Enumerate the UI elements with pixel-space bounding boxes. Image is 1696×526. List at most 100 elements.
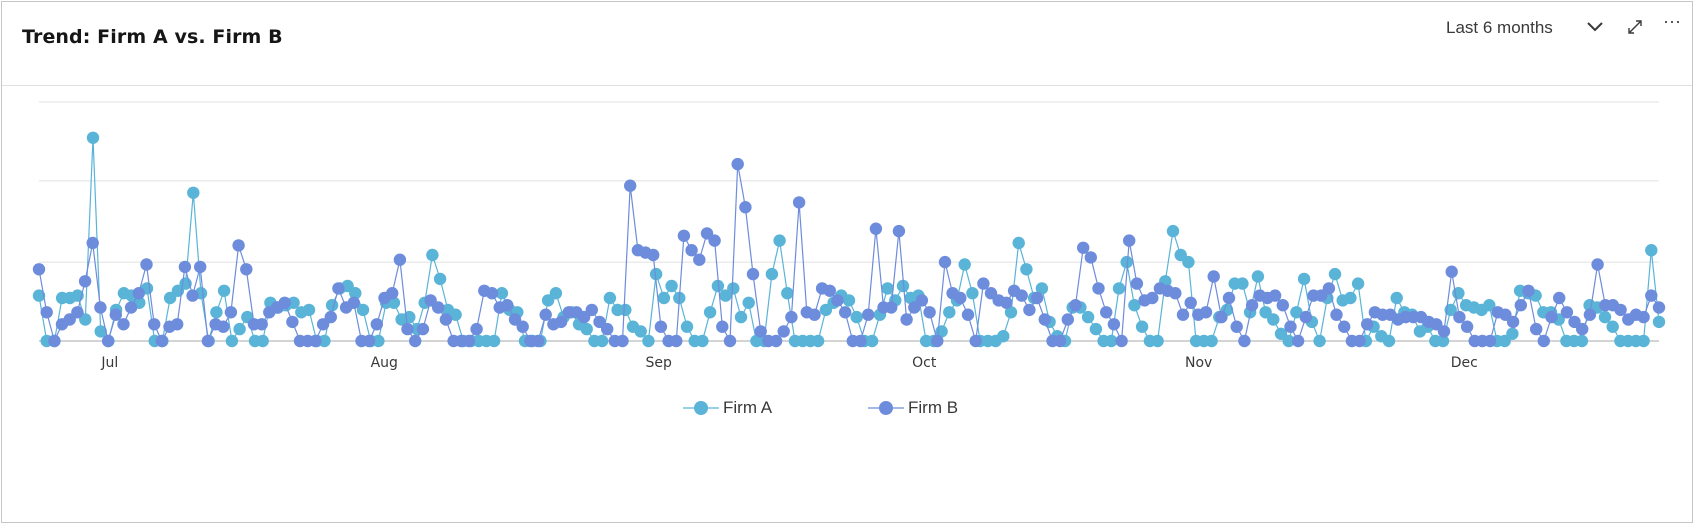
firm-a-point-33 [287,296,300,309]
firm-b-point-210 [1645,289,1658,302]
firm-a-point-130 [1035,282,1049,295]
firm-b-point-25 [224,306,238,319]
firm-b-point-103 [823,284,836,297]
chevron-down-icon[interactable] [1586,20,1604,34]
firm-b-point-112 [892,224,906,238]
x-tick-label-oct: Oct [912,355,937,371]
firm-a-point-140 [1112,282,1126,295]
firm-b-point-83 [670,334,683,348]
firm-b-point-115 [915,294,929,307]
firm-a-point-118 [943,306,956,319]
firm-a-point-105 [842,294,856,307]
legend-item-firm-a[interactable]: Firm A [683,398,772,418]
legend: Firm A Firm B [2,398,1692,428]
firm-a-point-17 [163,291,177,305]
firm-a-point-90 [727,282,740,295]
firm-a-point-160 [1267,313,1280,326]
firm-a-point-44 [372,334,385,348]
firm-b-point-154 [1215,310,1228,324]
firm-b-point-21 [194,260,207,274]
firm-b-point-150 [1184,296,1197,309]
firm-b-point-104 [831,294,844,307]
firm-b-point-19 [178,260,192,274]
firm-b-point-157 [1238,334,1251,348]
range-dropdown[interactable]: Last 6 months [1446,15,1553,41]
firm-b-point-88 [708,234,721,247]
firm-b-point-12 [124,301,138,314]
firm-b-point-211 [1652,301,1666,314]
firm-a-point-141 [1120,255,1133,269]
firm-a-point-81 [657,291,671,305]
firm-b-point-185 [1453,310,1466,324]
firm-b-point-65 [531,334,545,348]
firm-b-point-111 [885,301,898,314]
firm-a-point-0 [32,289,46,302]
firm-b-point-27 [240,263,253,276]
firm-a-point-163 [1290,306,1303,319]
firm-a-point-60 [495,287,509,300]
firm-a-point-71 [580,322,593,336]
firm-b-point-195 [1530,322,1543,336]
firm-a-point-120 [958,258,971,271]
firm-b-point-59 [485,287,499,300]
firm-a-point-210 [1652,315,1666,329]
firm-b-point-203 [1591,258,1604,271]
chart-title: Trend: Firm A vs. Firm B [22,26,283,48]
firm-a-point-6 [79,313,92,326]
firm-b-point-206 [1614,303,1627,317]
firm-b-point-113 [900,313,913,326]
firm-a-point-176 [1390,291,1403,305]
firm-b-point-39 [332,282,345,295]
firm-b-point-168 [1322,282,1336,295]
firm-a-point-182 [1436,334,1450,348]
firm-b-point-138 [1092,282,1105,295]
firm-b-point-38 [324,310,337,324]
firm-b-point-101 [808,308,821,321]
firm-b-point-5 [71,306,84,319]
firm-a-point-96 [773,234,786,247]
firm-b-point-57 [470,322,483,336]
legend-swatch-firm-a [683,401,719,415]
firm-a-point-158 [1251,270,1265,283]
firm-a-point-209 [1645,244,1658,257]
legend-label-firm-a: Firm A [723,398,773,417]
firm-b-point-6 [78,275,92,288]
legend-item-firm-b[interactable]: Firm B [868,398,958,418]
firm-a-point-73 [595,334,609,348]
overflow-menu-icon[interactable]: ··· [1663,11,1681,31]
firm-b-point-96 [769,334,783,348]
firm-b-point-153 [1207,270,1220,283]
firm-b-point-139 [1100,306,1113,319]
firm-b-point-48 [401,322,414,336]
firm-a-point-127 [1012,236,1025,250]
card-header: Trend: Firm A vs. Firm B Last 6 months ·… [2,2,1692,86]
firm-b-point-189 [1483,334,1497,348]
firm-a-point-126 [1004,306,1018,319]
firm-a-point-24 [217,284,231,297]
firm-a-point-136 [1081,310,1095,324]
firm-b-point-158 [1245,299,1259,312]
firm-b-point-109 [869,222,883,235]
firm-b-point-129 [1023,303,1036,317]
firm-a-point-108 [865,334,879,348]
firm-b-point-117 [931,334,944,348]
firm-a-point-88 [711,279,725,293]
firm-b-point-163 [1284,320,1297,333]
firm-a-point-42 [356,303,370,317]
firm-b-point-141 [1115,334,1128,348]
firm-a-point-95 [765,267,779,281]
firm-a-point-139 [1105,334,1118,348]
firm-a-point-76 [619,303,632,317]
firm-a-point-101 [811,334,825,348]
firm-a-point-175 [1382,334,1396,348]
firm-b-point-43 [362,334,376,348]
firm-b-point-145 [1146,291,1159,305]
firm-a-point-188 [1483,299,1496,312]
firm-a-point-41 [349,287,362,300]
firm-b-point-47 [393,253,407,266]
firm-a-point-204 [1606,320,1619,333]
expand-icon[interactable] [1626,18,1644,36]
firm-b-point-201 [1576,322,1589,336]
firm-b-point-198 [1553,291,1566,305]
